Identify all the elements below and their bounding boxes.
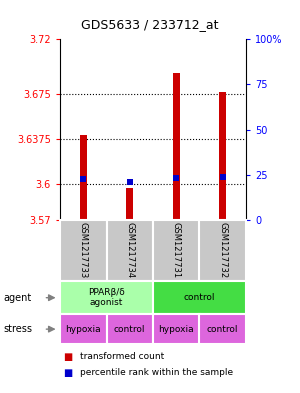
Text: stress: stress bbox=[3, 324, 32, 334]
Text: hypoxia: hypoxia bbox=[158, 325, 194, 334]
Text: GSM1217731: GSM1217731 bbox=[172, 222, 181, 279]
Bar bbox=[219, 92, 226, 220]
Text: control: control bbox=[114, 325, 146, 334]
Text: PPARβ/δ
agonist: PPARβ/δ agonist bbox=[88, 288, 125, 307]
Text: ■: ■ bbox=[63, 368, 72, 378]
Text: GSM1217734: GSM1217734 bbox=[125, 222, 134, 279]
Bar bbox=[126, 187, 133, 220]
Bar bbox=[173, 73, 180, 220]
Text: percentile rank within the sample: percentile rank within the sample bbox=[80, 368, 232, 377]
Text: agent: agent bbox=[3, 293, 31, 303]
Text: ■: ■ bbox=[63, 352, 72, 362]
Text: GSM1217732: GSM1217732 bbox=[218, 222, 227, 279]
Text: hypoxia: hypoxia bbox=[65, 325, 101, 334]
Bar bbox=[80, 134, 87, 220]
Text: control: control bbox=[207, 325, 238, 334]
Text: GSM1217733: GSM1217733 bbox=[79, 222, 88, 279]
Text: GDS5633 / 233712_at: GDS5633 / 233712_at bbox=[81, 18, 219, 31]
Text: transformed count: transformed count bbox=[80, 352, 164, 361]
Text: control: control bbox=[184, 293, 215, 302]
